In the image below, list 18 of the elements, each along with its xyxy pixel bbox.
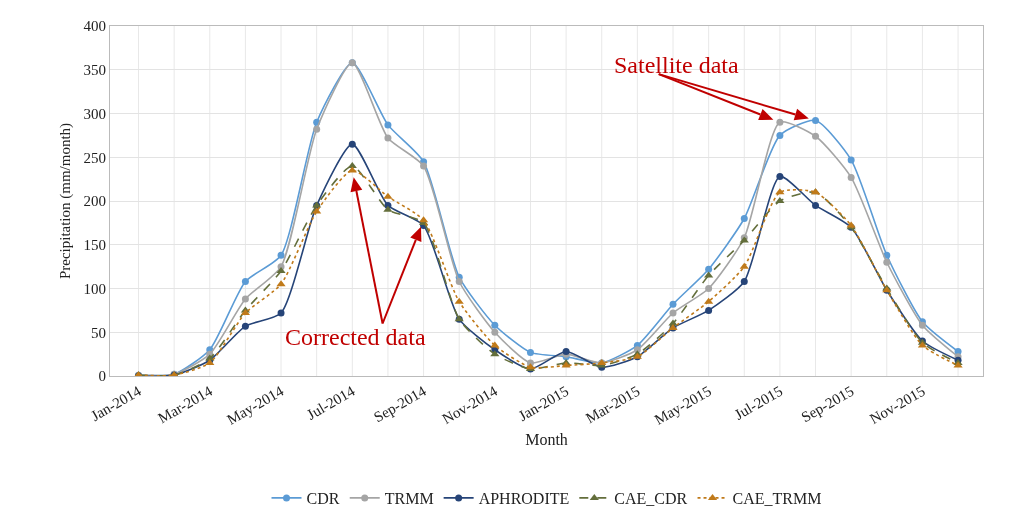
y-tick-label: 250 xyxy=(83,149,106,166)
y-tick-label: 0 xyxy=(98,368,106,385)
annotation: Corrected data xyxy=(285,324,426,350)
legend-label: CAE_CDR xyxy=(614,490,688,508)
legend-label: CAE_TRMM xyxy=(732,490,822,508)
y-axis-title: Precipitation (mm/month) xyxy=(57,122,74,280)
y-tick-label: 200 xyxy=(83,193,106,210)
y-tick-label: 150 xyxy=(83,237,106,253)
y-tick-label: 300 xyxy=(83,105,106,122)
legend-label: APHRODITE xyxy=(478,490,570,508)
y-tick-label: 400 xyxy=(83,18,106,35)
y-tick-label: 350 xyxy=(83,62,106,78)
x-axis-title: Month xyxy=(525,430,568,448)
annotation: Satellite data xyxy=(614,52,739,78)
y-tick-label: 100 xyxy=(83,280,106,297)
legend-label: TRMM xyxy=(384,490,434,508)
y-tick-label: 50 xyxy=(91,324,106,341)
legend-label: CDR xyxy=(306,490,340,508)
